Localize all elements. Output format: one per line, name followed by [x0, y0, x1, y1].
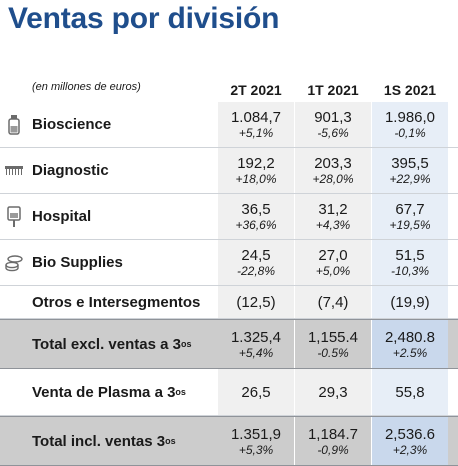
row-label: Hospital — [32, 208, 92, 225]
cell-value: 1,184.7 — [307, 425, 359, 443]
cell-change: -0,9% — [317, 442, 349, 457]
row-label: Diagnostic — [32, 162, 109, 179]
column-header: 1S 2021 — [383, 82, 437, 98]
sales-table: (en millones de euros) 2T 2021 1T 2021 1… — [0, 72, 458, 466]
cell-value: 1.325,4 — [230, 328, 282, 346]
cell-value: 26,5 — [241, 383, 271, 401]
cell-value: 1.986,0 — [384, 109, 436, 126]
barcode-icon — [0, 148, 28, 193]
table-header-row: (en millones de euros) 2T 2021 1T 2021 1… — [0, 72, 458, 102]
table-row-otros: Otros e Intersegmentos (12,5) (7,4) (19,… — [0, 286, 458, 319]
table-row-diagnostic: Diagnostic 192,2 +18,0% 203,3 +28,0% 395,5… — [0, 148, 458, 194]
petri-dish-icon — [0, 240, 28, 285]
cell-change: +4,3% — [315, 218, 351, 232]
cell-value: 36,5 — [241, 201, 271, 218]
cell-change: +22,9% — [389, 172, 431, 186]
cell-change: +5,0% — [315, 264, 351, 278]
table-row-hospital: Hospital 36,5 +36,6% 31,2 +4,3% 67,7 +19,5% — [0, 194, 458, 240]
cell-change: +36,6% — [235, 218, 277, 232]
row-label: Bio Supplies — [32, 254, 123, 271]
cell-change: -0.5% — [317, 345, 349, 360]
iv-bag-icon — [0, 194, 28, 239]
page-title: Ventas por división — [8, 2, 280, 35]
cell-change: +28,0% — [312, 172, 354, 186]
column-header: 1T 2021 — [307, 82, 359, 98]
cell-change: +5,3% — [238, 442, 274, 457]
cell-change: -0,1% — [394, 126, 426, 140]
cell-value: 395,5 — [391, 155, 429, 172]
cell-change: -22,8% — [236, 264, 276, 278]
cell-value: 1,155.4 — [307, 328, 359, 346]
table-row-bio-supplies: Bio Supplies 24,5 -22,8% 27,0 +5,0% 51,5 -1… — [0, 240, 458, 286]
cell-value: 29,3 — [318, 383, 348, 401]
row-label: Otros e Intersegmentos — [32, 293, 201, 311]
cell-value: 1.351,9 — [230, 425, 282, 443]
row-label: Bioscience — [32, 116, 112, 133]
cell-value: 192,2 — [237, 155, 275, 172]
table-row-bioscience: Bioscience 1.084,7 +5,1% 901,3 -5,6% 1.986… — [0, 102, 458, 148]
cell-change: +2,3% — [392, 442, 428, 457]
cell-change: +5,4% — [238, 345, 274, 360]
cell-value: (7,4) — [317, 293, 349, 311]
cell-value: 31,2 — [318, 201, 348, 218]
cell-value: 1.084,7 — [230, 109, 282, 126]
cell-value: 24,5 — [241, 247, 271, 264]
cell-value: (12,5) — [236, 293, 276, 311]
cell-value: 2,480.8 — [384, 328, 436, 346]
row-label: Total incl. ventas 3 os — [32, 432, 176, 450]
cell-value: (19,9) — [390, 293, 430, 311]
cell-change: +19,5% — [389, 218, 431, 232]
row-label: Total excl. ventas a 3 os — [32, 335, 192, 353]
cell-change: -5,6% — [317, 126, 349, 140]
cell-value: 55,8 — [395, 383, 425, 401]
cell-value: 27,0 — [318, 247, 348, 264]
cell-change: +5,1% — [238, 126, 274, 140]
cell-change: +2.5% — [392, 345, 428, 360]
column-header: 2T 2021 — [230, 82, 282, 98]
table-row-total-excl: Total excl. ventas a 3 os 1.325,4 +5,4% 1,… — [0, 319, 458, 369]
table-row-total-incl: Total incl. ventas 3 os 1.351,9 +5,3% 1,18… — [0, 416, 458, 466]
table-row-plasma: Venta de Plasma a 3 os 26,5 29,3 55,8 — [0, 369, 458, 416]
cell-value: 901,3 — [314, 109, 352, 126]
cell-value: 67,7 — [395, 201, 425, 218]
cell-change: +18,0% — [235, 172, 277, 186]
cell-change: -10,3% — [390, 264, 430, 278]
units-note: (en millones de euros) — [32, 81, 141, 93]
vial-icon — [0, 102, 28, 147]
cell-value: 51,5 — [395, 247, 425, 264]
cell-value: 2,536.6 — [384, 425, 436, 443]
row-label: Venta de Plasma a 3 os — [32, 383, 186, 401]
cell-value: 203,3 — [314, 155, 352, 172]
